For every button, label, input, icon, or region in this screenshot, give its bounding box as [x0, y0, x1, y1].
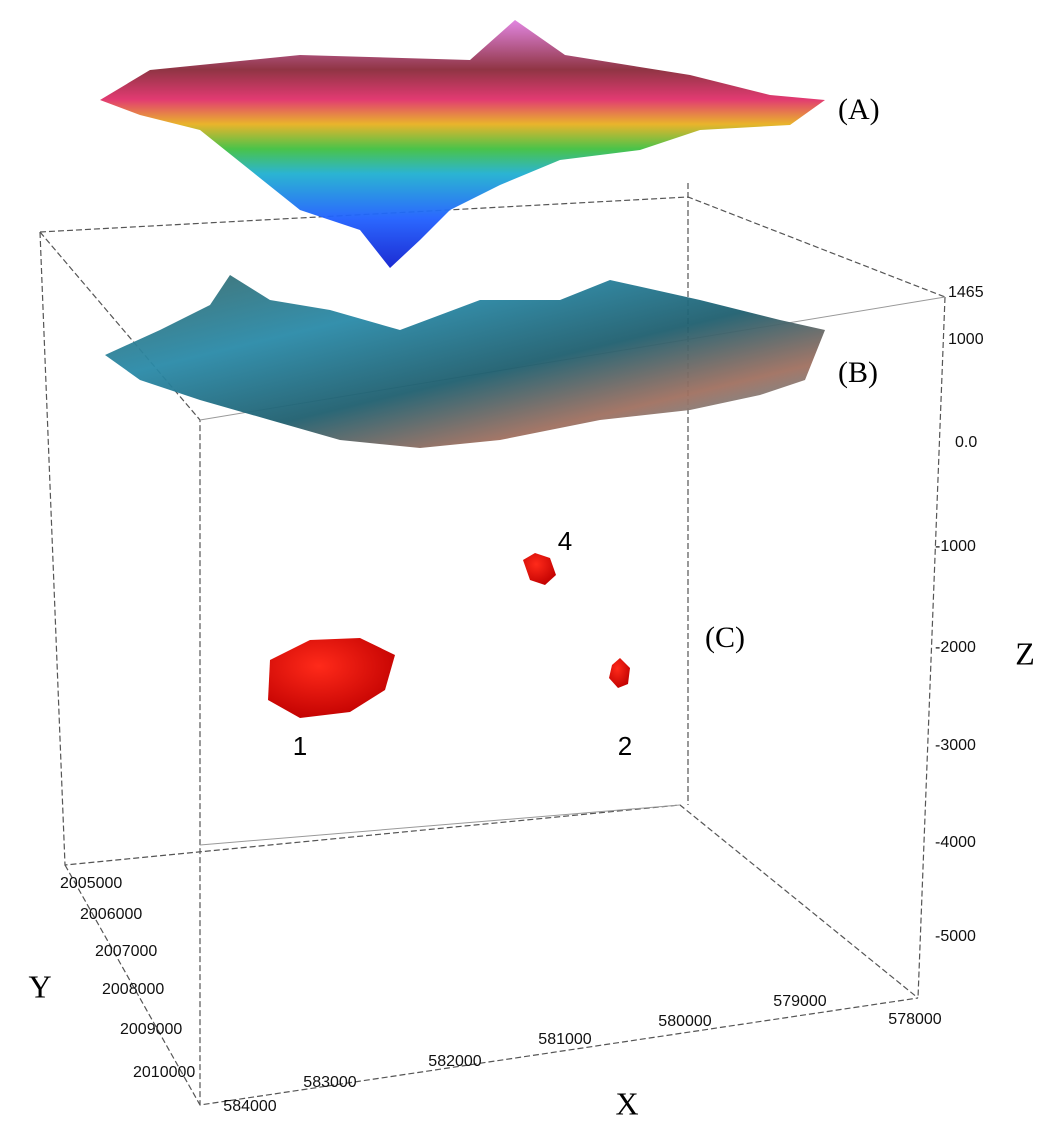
surface-a — [100, 20, 825, 268]
z-tick-label: -5000 — [935, 928, 976, 945]
labels: (A) (B) (C) 1 4 2 1465 1000 0.0 -1000 -2000 -3000 -4… — [28, 93, 1034, 1121]
y-tick-label: 2008000 — [102, 981, 164, 998]
x-tick-label: 581000 — [538, 1031, 591, 1048]
x-tick-label: 579000 — [773, 993, 826, 1010]
x-tick-label: 582000 — [428, 1053, 481, 1070]
anomaly-body — [268, 638, 395, 718]
x-tick-label: 583000 — [303, 1074, 356, 1091]
anomaly-label: 4 — [558, 526, 572, 556]
z-tick-label: -4000 — [935, 834, 976, 851]
anomaly-body — [523, 553, 556, 585]
y-tick-label: 2009000 — [120, 1021, 182, 1038]
anomaly-label: 2 — [618, 731, 632, 761]
z-tick-label: 0.0 — [955, 434, 977, 451]
x-tick-label: 580000 — [658, 1013, 711, 1030]
anomaly-label: 1 — [293, 731, 307, 761]
y-axis-title: Y — [28, 968, 51, 1004]
anomaly-body — [609, 658, 630, 688]
surface-b — [105, 275, 825, 448]
y-tick-label: 2005000 — [60, 875, 122, 892]
z-tick-label: -3000 — [935, 737, 976, 754]
surface-label: (C) — [705, 621, 745, 654]
z-tick-label: 1465 — [948, 284, 984, 301]
scene: (A) (B) (C) 1 4 2 1465 1000 0.0 -1000 -2000 -3000 -4… — [0, 0, 1045, 1129]
z-tick-label: -2000 — [935, 639, 976, 656]
y-tick-label: 2007000 — [95, 943, 157, 960]
z-tick-label: 1000 — [948, 331, 984, 348]
x-tick-label: 578000 — [888, 1011, 941, 1028]
anomalies — [268, 553, 630, 718]
surface-label: (A) — [838, 93, 880, 126]
x-tick-label: 584000 — [223, 1098, 276, 1115]
y-tick-label: 2010000 — [133, 1064, 195, 1081]
z-axis-title: Z — [1015, 635, 1035, 671]
x-axis-title: X — [615, 1085, 638, 1121]
y-tick-label: 2006000 — [80, 906, 142, 923]
z-tick-label: -1000 — [935, 538, 976, 555]
surface-label: (B) — [838, 356, 878, 389]
